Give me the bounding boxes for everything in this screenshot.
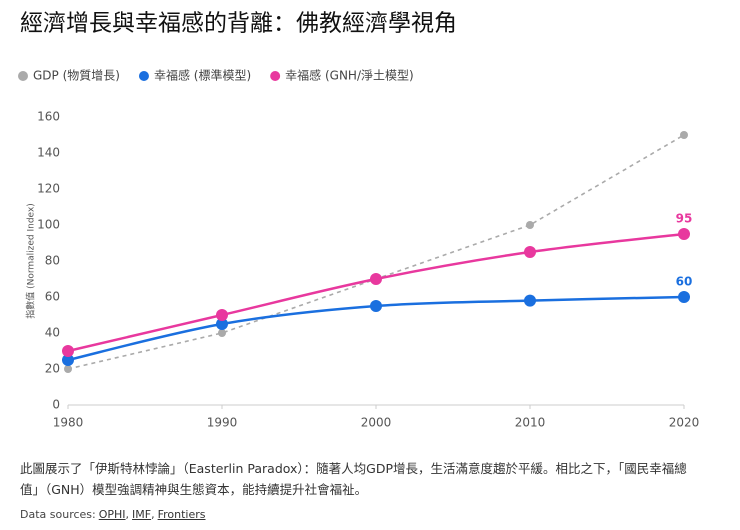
legend-marker [270, 71, 281, 81]
legend-label: 幸福感 (標準模型) [154, 68, 251, 83]
legend-label: GDP (物質增長) [33, 68, 120, 83]
y-tick-label: 120 [37, 182, 60, 196]
data-point [218, 329, 226, 337]
sources-label: Data sources: [20, 508, 96, 521]
data-point [370, 300, 382, 312]
data-point [64, 365, 72, 373]
series-line [67, 134, 685, 370]
chart-title: 經濟增長與幸福感的背離：佛教經濟學視角 [20, 11, 457, 37]
y-axis-label: 指數值 (Normalized Index) [25, 203, 37, 319]
series-line [67, 232, 685, 353]
x-tick-label: 2020 [669, 416, 700, 430]
source-link[interactable]: IMF [132, 508, 152, 521]
data-point [370, 273, 382, 285]
data-point [680, 131, 688, 139]
y-tick-label: 100 [37, 218, 60, 232]
description: 此圖展示了「伊斯特林悖論」（Easterlin Paradox）：隨著人均GDP… [20, 461, 687, 497]
x-tick-label: 2000 [361, 416, 392, 430]
data-point [216, 309, 228, 321]
sources: Data sources: OPHI, IMF, Frontiers [20, 508, 206, 521]
legend-marker [138, 71, 149, 81]
y-tick-label: 20 [45, 362, 60, 376]
legend-marker [18, 71, 28, 81]
y-tick-label: 0 [52, 398, 60, 412]
data-point [524, 246, 536, 258]
data-point [62, 354, 74, 366]
data-point [526, 221, 534, 229]
data-point [216, 318, 228, 330]
y-tick-label: 40 [45, 326, 60, 340]
source-link[interactable]: Frontiers [157, 508, 206, 521]
y-tick-label: 160 [37, 110, 60, 124]
y-tick-label: 80 [45, 254, 60, 268]
x-tick-label: 1980 [53, 416, 84, 430]
data-point [62, 345, 74, 357]
x-tick-label: 2010 [515, 416, 546, 430]
y-tick-label: 140 [37, 146, 60, 160]
chart: 經濟增長與幸福感的背離：佛教經濟學視角 指數值 (Normalized Inde… [18, 11, 700, 430]
data-point [678, 291, 690, 303]
legend-label: 幸福感 (GNH/淨土模型) [285, 68, 414, 83]
data-point [524, 294, 536, 307]
data-label: 60 [676, 275, 693, 289]
data-point [678, 228, 690, 240]
x-tick-label: 1990 [207, 416, 238, 430]
data-label: 95 [676, 212, 693, 226]
y-tick-label: 60 [45, 290, 60, 304]
source-link[interactable]: OPHI [98, 508, 126, 521]
